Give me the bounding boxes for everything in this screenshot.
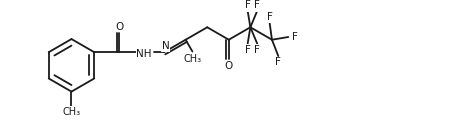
Text: F: F — [275, 57, 281, 67]
Text: F: F — [245, 0, 250, 10]
Text: F: F — [254, 0, 260, 10]
Text: O: O — [115, 22, 123, 32]
Text: CH₃: CH₃ — [183, 54, 201, 64]
Text: N: N — [162, 41, 170, 51]
Text: O: O — [225, 61, 233, 71]
Text: F: F — [245, 45, 250, 55]
Text: F: F — [292, 32, 298, 42]
Text: NH: NH — [136, 49, 152, 59]
Text: F: F — [254, 45, 260, 55]
Text: F: F — [267, 12, 273, 22]
Text: CH₃: CH₃ — [62, 107, 80, 117]
